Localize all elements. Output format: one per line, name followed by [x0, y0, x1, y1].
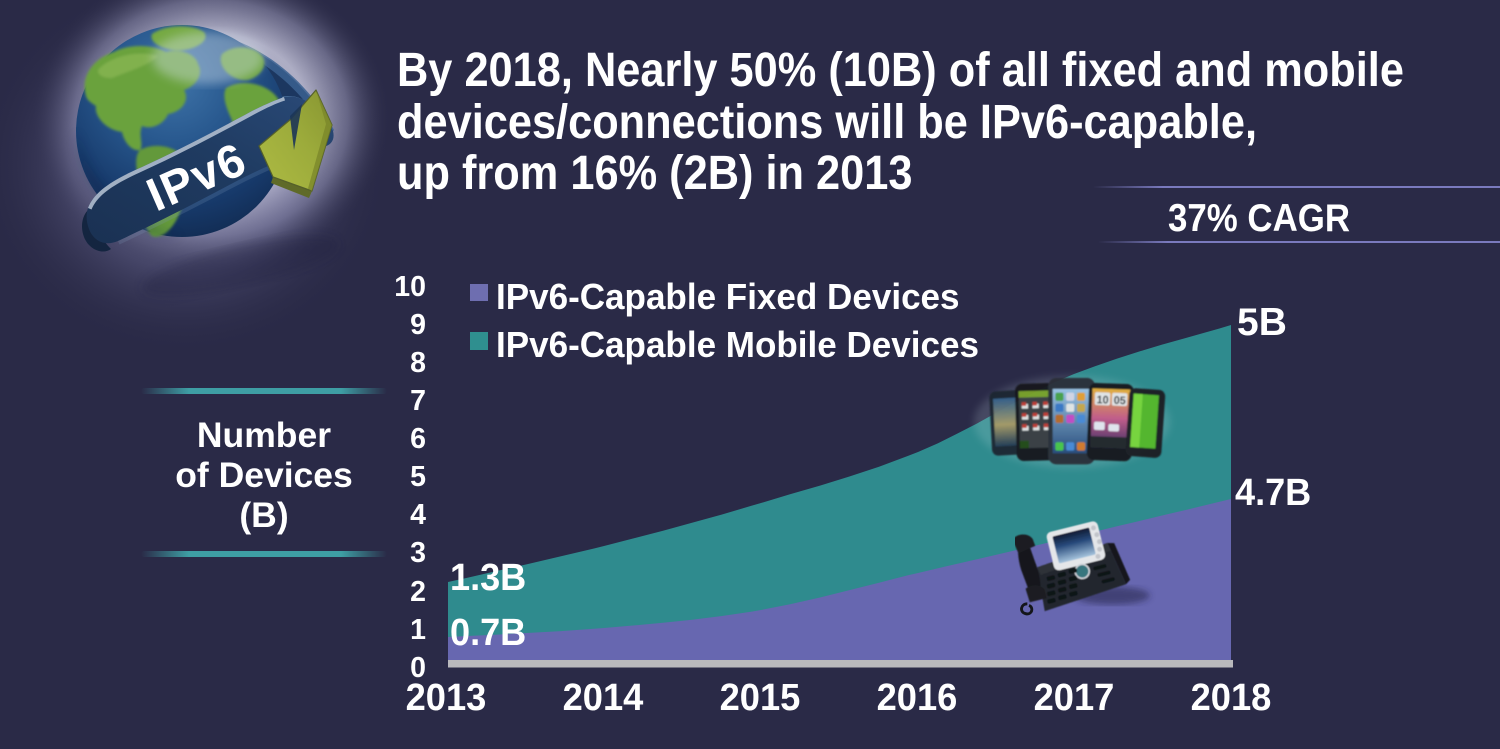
svg-text:05: 05	[1114, 395, 1126, 408]
svg-text:10: 10	[1096, 394, 1108, 407]
